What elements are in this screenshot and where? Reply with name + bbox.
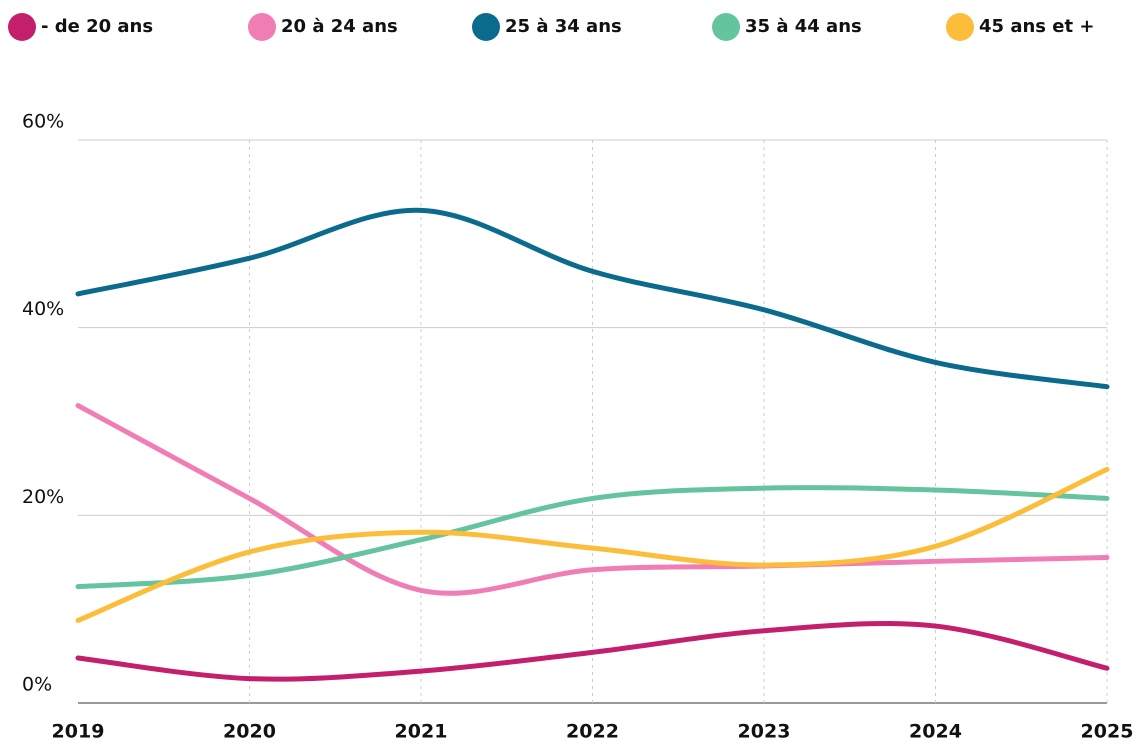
- y-tick-label: 0%: [22, 674, 52, 696]
- x-tick-label: 2023: [738, 721, 791, 743]
- series-line: [75, 485, 1110, 590]
- legend-label: 20 à 24 ans: [281, 16, 398, 37]
- x-tick-label: 2025: [1081, 721, 1134, 743]
- legend-swatch: [712, 13, 740, 41]
- series-line: [75, 466, 1110, 623]
- legend-swatch: [946, 13, 974, 41]
- x-tick-label: 2021: [395, 721, 448, 743]
- y-tick-label: 20%: [22, 486, 64, 508]
- series-line: [75, 207, 1110, 390]
- legend-label: 35 à 44 ans: [745, 16, 862, 37]
- legend-label: 25 à 34 ans: [505, 16, 622, 37]
- legend-swatch: [8, 13, 36, 41]
- series-line: [75, 620, 1110, 682]
- x-tick-label: 2020: [223, 721, 276, 743]
- legend-swatch: [472, 13, 500, 41]
- x-tick-label: 2024: [909, 721, 962, 743]
- y-tick-label: 60%: [22, 111, 64, 133]
- legend-swatch: [248, 13, 276, 41]
- series-line: [75, 403, 1110, 596]
- y-tick-label: 40%: [22, 298, 64, 320]
- x-tick-label: 2022: [566, 721, 619, 743]
- x-tick-label: 2019: [52, 721, 105, 743]
- legend-label: 45 ans et +: [979, 16, 1094, 37]
- legend-label: - de 20 ans: [41, 16, 153, 37]
